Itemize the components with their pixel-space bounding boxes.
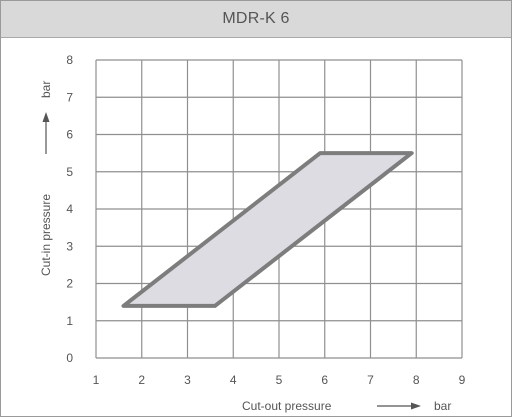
operating-range-polygon (121, 151, 414, 308)
y-axis-label-group: Cut-in pressure bar (39, 81, 53, 276)
x-axis-label-group: Cut-out pressure bar (242, 399, 451, 413)
x-tick-label: 7 (367, 373, 374, 387)
y-tick-label: 1 (66, 314, 73, 328)
y-tick-label: 5 (66, 165, 73, 179)
y-axis-unit: bar (39, 81, 53, 98)
y-tick-label: 8 (66, 53, 73, 67)
chart-title: MDR-K 6 (1, 1, 511, 38)
x-tick-label: 5 (276, 373, 283, 387)
y-tick-label: 0 (66, 351, 73, 365)
x-tick-label: 6 (321, 373, 328, 387)
y-tick-labels: 0 1 2 3 4 5 6 7 8 (66, 53, 73, 365)
y-tick-label: 2 (66, 277, 73, 291)
pressure-region (121, 151, 414, 308)
y-axis-arrow-head (42, 112, 50, 122)
y-tick-label: 4 (66, 202, 73, 216)
x-axis-unit: bar (434, 399, 451, 413)
y-tick-label: 7 (66, 90, 73, 104)
y-axis-label: Cut-in pressure (39, 194, 53, 276)
x-axis-label: Cut-out pressure (242, 399, 332, 413)
x-axis-arrow-head (411, 402, 421, 410)
x-tick-labels: 1 2 3 4 5 6 7 8 9 (93, 373, 466, 387)
x-tick-label: 1 (93, 373, 100, 387)
x-tick-label: 9 (459, 373, 466, 387)
x-tick-label: 4 (230, 373, 237, 387)
x-tick-label: 8 (413, 373, 420, 387)
y-tick-label: 6 (66, 128, 73, 142)
x-tick-label: 3 (184, 373, 191, 387)
y-tick-label: 3 (66, 239, 73, 253)
x-tick-label: 2 (138, 373, 145, 387)
